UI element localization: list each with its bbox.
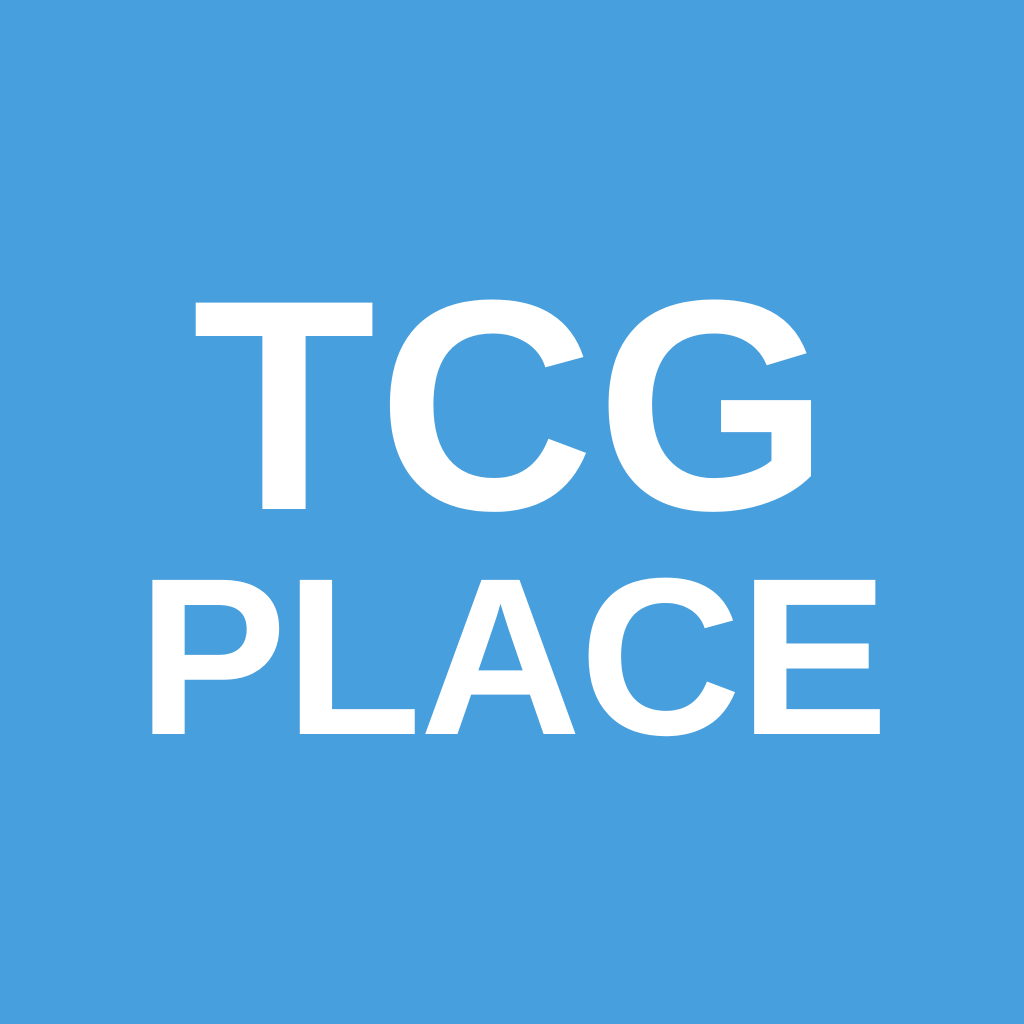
logo-text-tcg: TCG — [192, 237, 832, 573]
logo-text-place: PLACE — [137, 532, 888, 782]
